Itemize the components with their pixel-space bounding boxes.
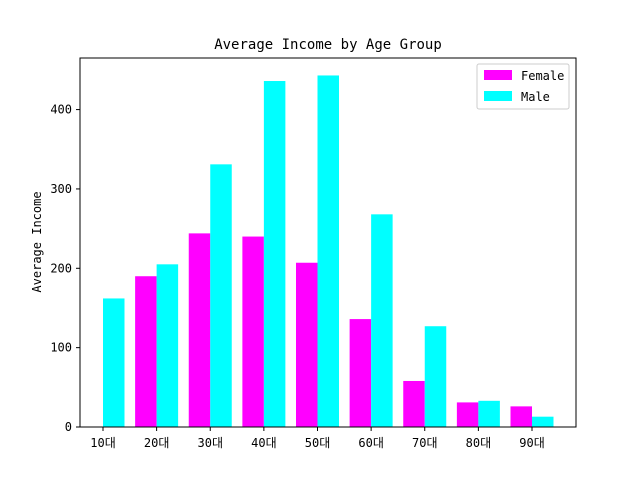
x-tick-label-8: 90대 <box>519 436 545 450</box>
bar-male-3 <box>263 81 286 427</box>
bar-female-6 <box>403 380 425 427</box>
bar-female-3 <box>242 236 264 427</box>
y-tick-label-3: 300 <box>50 182 72 196</box>
legend: Female Male <box>476 63 570 110</box>
bar-male-0 <box>103 298 125 427</box>
bar-female-1 <box>135 276 157 427</box>
bar-male-6 <box>424 326 447 427</box>
legend-swatch-female <box>484 70 512 80</box>
y-axis-label: Average Income <box>30 191 44 292</box>
bar-male-7 <box>478 400 500 427</box>
bar-female-5 <box>349 319 372 427</box>
bar-male-5 <box>371 214 393 427</box>
y-axis-ticks: 0 100 200 300 400 <box>50 103 80 434</box>
x-tick-label-3: 40대 <box>251 436 277 450</box>
x-tick-label-7: 80대 <box>466 436 492 450</box>
legend-label-female: Female <box>521 69 564 83</box>
bars-group <box>103 75 554 427</box>
x-tick-label-0: 10대 <box>90 436 116 450</box>
bar-male-2 <box>210 164 232 427</box>
bar-male-1 <box>156 264 179 427</box>
legend-label-male: Male <box>521 90 550 104</box>
bar-male-4 <box>317 75 339 427</box>
plot-frame <box>79 57 577 428</box>
x-tick-label-4: 50대 <box>305 436 331 450</box>
x-tick-label-6: 70대 <box>412 436 438 450</box>
bar-female-4 <box>296 262 318 427</box>
x-axis-ticks: 10대 20대 30대 40대 50대 60대 70대 80대 90대 <box>90 427 545 450</box>
x-tick-label-1: 20대 <box>144 436 170 450</box>
chart-title: Average Income by Age Group <box>214 37 442 53</box>
x-tick-label-2: 30대 <box>198 436 224 450</box>
bar-female-2 <box>188 233 211 427</box>
y-tick-label-0: 0 <box>65 420 72 434</box>
bar-female-8 <box>510 406 532 427</box>
bar-female-7 <box>456 402 479 427</box>
legend-swatch-male <box>484 91 512 101</box>
bar-male-8 <box>532 416 554 427</box>
y-tick-label-4: 400 <box>50 103 72 117</box>
y-tick-label-2: 200 <box>50 261 72 275</box>
x-tick-label-5: 60대 <box>358 436 384 450</box>
y-tick-label-1: 100 <box>50 341 72 355</box>
